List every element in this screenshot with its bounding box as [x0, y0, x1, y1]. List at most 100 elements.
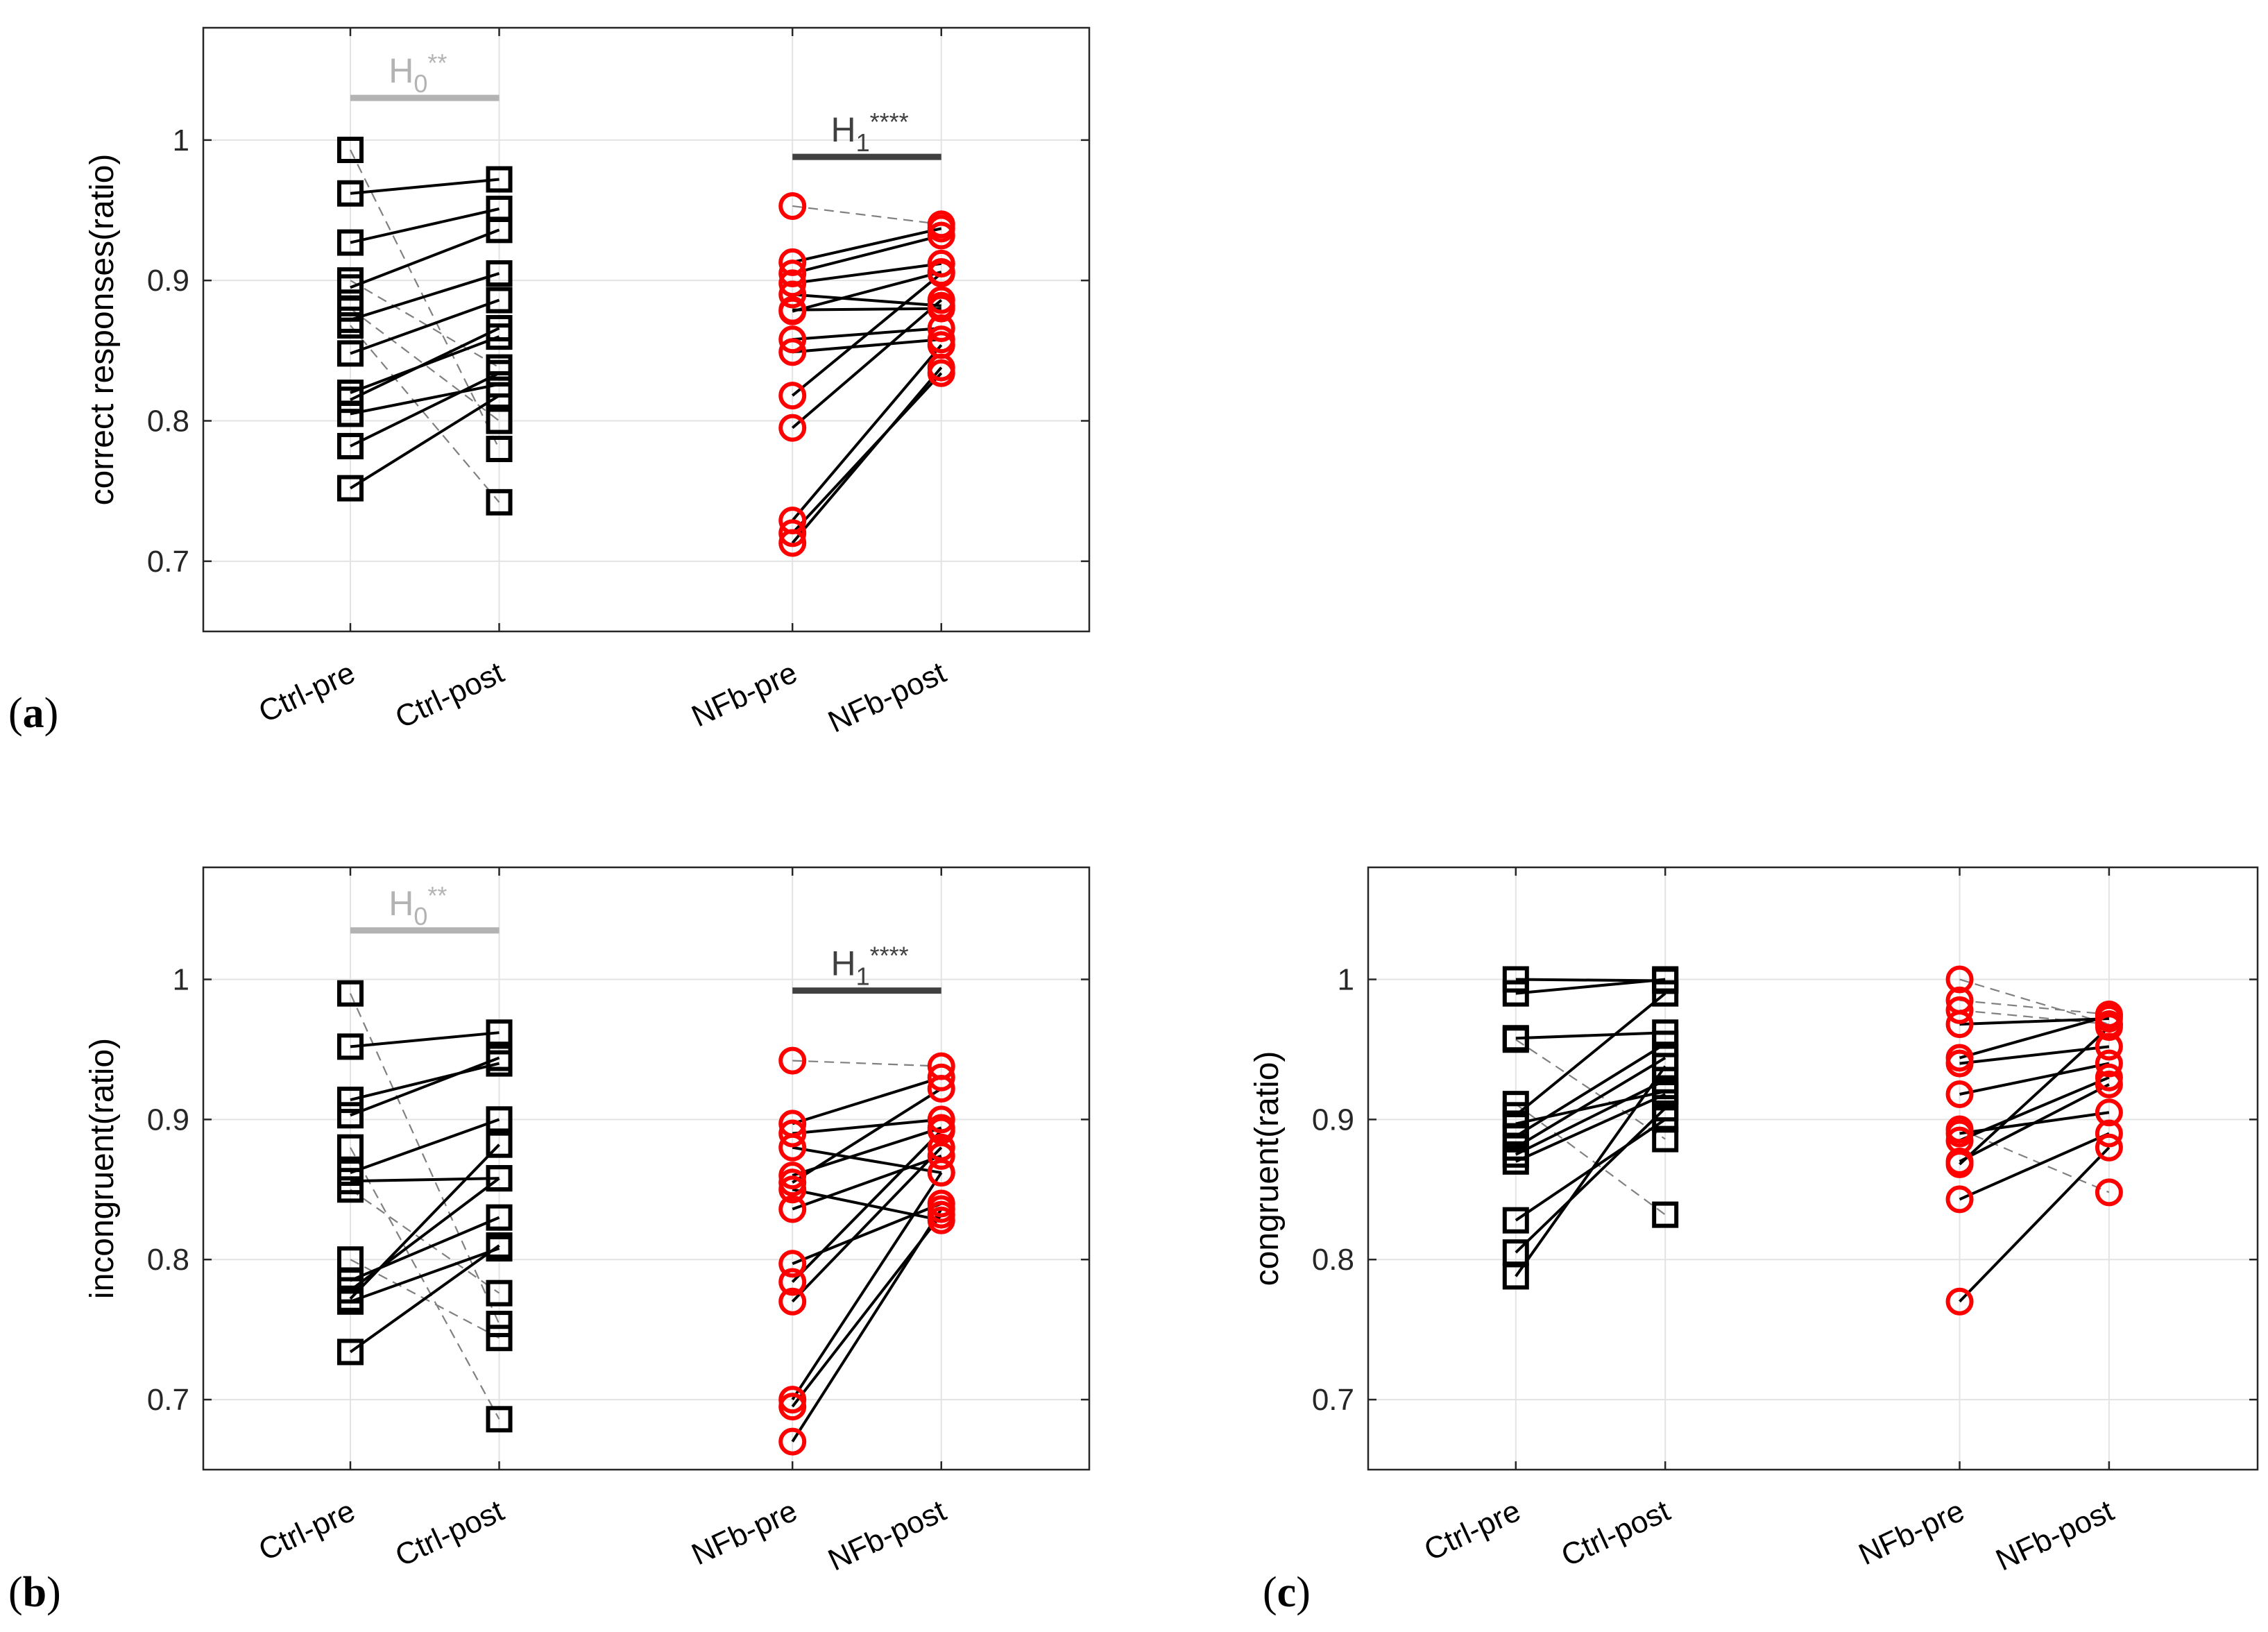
nfb-circle-marker: [927, 1195, 955, 1223]
nfb-circle-marker: [1945, 1080, 1974, 1109]
dashed-connector: [349, 993, 500, 1325]
ctrl-square-marker: [1652, 966, 1679, 993]
nfb-circle-marker: [778, 1119, 807, 1148]
ctrl-square-marker: [336, 432, 364, 459]
dashed-connector: [350, 280, 500, 368]
nfb-circle-marker: [778, 1175, 807, 1204]
hypothesis-base: H: [830, 944, 855, 983]
solid-connector: [791, 1130, 943, 1283]
significance-label: H1****: [830, 942, 908, 991]
nfb-circle-marker: [778, 297, 807, 325]
y-tick-label: 0.7: [147, 545, 189, 579]
nfb-circle-marker: [1945, 1150, 1974, 1178]
solid-connector: [1515, 1079, 1666, 1156]
ctrl-square-marker: [1502, 1148, 1529, 1175]
nfb-circle-marker: [927, 353, 955, 382]
solid-connector: [792, 293, 941, 307]
dashed-connector: [792, 205, 941, 226]
significance-stars: ****: [870, 942, 909, 970]
ctrl-square-marker: [336, 400, 364, 427]
ctrl-square-marker: [1502, 1026, 1529, 1053]
hypothesis-base: H: [389, 884, 413, 923]
y-axis-label: congruent(ratio): [1249, 1051, 1286, 1286]
hypothesis-base: H: [389, 51, 413, 90]
nfb-circle-marker: [778, 1195, 807, 1223]
solid-connector: [1515, 1093, 1666, 1163]
solid-connector: [350, 1062, 500, 1102]
solid-connector: [1515, 1056, 1666, 1149]
nfb-circle-marker: [778, 1393, 807, 1421]
ctrl-square-marker: [336, 1288, 364, 1315]
nfb-circle-marker: [927, 260, 955, 288]
nfb-circle-marker: [778, 1268, 807, 1296]
y-tick-label: 0.7: [147, 1383, 189, 1417]
solid-connector: [1515, 1042, 1666, 1138]
nfb-circle-marker: [927, 1074, 955, 1103]
ctrl-square-marker: [1652, 980, 1679, 1007]
solid-connector: [350, 1177, 500, 1183]
nfb-circle-marker: [1945, 1287, 1974, 1316]
solid-connector: [1959, 1014, 2110, 1060]
solid-connector: [791, 366, 943, 544]
nfb-circle-marker: [778, 248, 807, 276]
solid-connector: [792, 227, 942, 264]
y-tick-label: 0.9: [147, 264, 189, 298]
ctrl-square-marker: [486, 1044, 513, 1071]
ctrl-square-marker: [1652, 1125, 1679, 1153]
nfb-circle-marker: [778, 382, 807, 410]
solid-connector: [350, 1056, 500, 1117]
significance-label: H0**: [389, 881, 447, 930]
panel-label-close: ): [1296, 1569, 1311, 1616]
ctrl-square-marker: [336, 980, 364, 1007]
significance-stars: ****: [870, 108, 909, 136]
nfb-circle-marker: [927, 286, 955, 314]
nfb-circle-marker: [778, 260, 807, 288]
solid-connector: [1515, 978, 1666, 995]
ctrl-square-marker: [486, 1165, 513, 1192]
solid-connector: [350, 1118, 500, 1174]
y-tick-label: 0.7: [1312, 1383, 1354, 1417]
nfb-circle-marker: [778, 1287, 807, 1316]
y-axis-label: incongruent(ratio): [84, 1038, 121, 1299]
solid-connector: [1959, 1146, 2111, 1303]
ctrl-square-marker: [336, 312, 364, 339]
significance-stars: **: [427, 881, 447, 910]
ctrl-square-marker: [1502, 966, 1529, 993]
solid-connector: [792, 262, 942, 285]
nfb-circle-marker: [2095, 1032, 2123, 1061]
nfb-circle-marker: [778, 1046, 807, 1075]
solid-connector: [349, 1144, 500, 1300]
nfb-circle-marker: [778, 1133, 807, 1162]
dashed-connector: [350, 325, 500, 503]
nfb-circle-marker: [927, 1159, 955, 1187]
dashed-connector: [1959, 1009, 2110, 1026]
ctrl-square-marker: [1652, 1201, 1679, 1228]
solid-connector: [350, 228, 500, 289]
ctrl-square-marker: [336, 1087, 364, 1114]
panel-label-letter: c: [1277, 1569, 1297, 1616]
solid-connector: [791, 272, 943, 397]
solid-connector: [349, 1244, 500, 1354]
solid-connector: [1515, 992, 1666, 1116]
solid-connector: [792, 1154, 942, 1211]
ctrl-square-marker: [486, 1311, 513, 1338]
solid-connector: [350, 371, 500, 448]
dashed-connector: [350, 1189, 500, 1294]
hypothesis-base: H: [830, 110, 855, 149]
panel-label-letter: b: [23, 1569, 46, 1616]
ctrl-square-marker: [486, 1280, 513, 1307]
nfb-circle-marker: [927, 1116, 955, 1145]
hypothesis-subscript: 0: [413, 902, 427, 930]
nfb-circle-marker: [778, 1427, 807, 1456]
ctrl-square-marker: [336, 386, 364, 414]
ctrl-square-marker: [486, 1106, 513, 1133]
hypothesis-subscript: 0: [413, 69, 427, 98]
solid-connector: [350, 327, 500, 401]
nfb-circle-marker: [1945, 1010, 1974, 1039]
y-tick-label: 1: [173, 124, 189, 158]
dashed-connector: [792, 1060, 941, 1067]
panel-label-letter: a: [23, 690, 44, 737]
nfb-circle-marker: [2095, 1049, 2123, 1078]
